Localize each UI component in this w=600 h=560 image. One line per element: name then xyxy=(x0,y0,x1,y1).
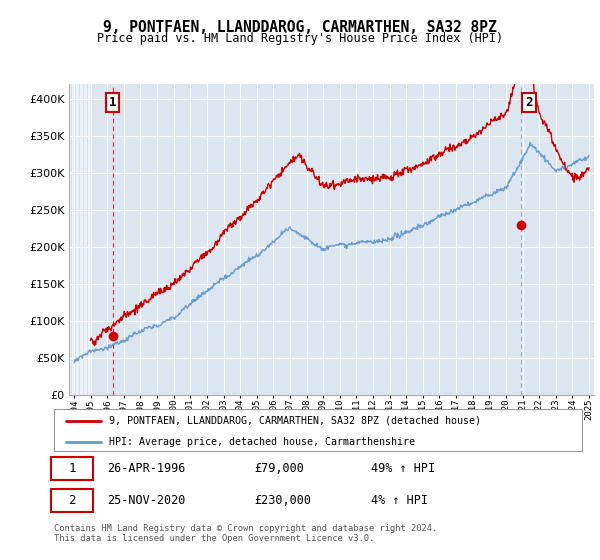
Text: Price paid vs. HM Land Registry's House Price Index (HPI): Price paid vs. HM Land Registry's House … xyxy=(97,32,503,45)
Text: 26-APR-1996: 26-APR-1996 xyxy=(107,462,185,475)
Text: 2: 2 xyxy=(526,96,533,109)
Text: Contains HM Land Registry data © Crown copyright and database right 2024.
This d: Contains HM Land Registry data © Crown c… xyxy=(54,524,437,543)
FancyBboxPatch shape xyxy=(52,489,92,512)
Text: 1: 1 xyxy=(68,462,76,475)
Text: 2: 2 xyxy=(68,494,76,507)
Text: 25-NOV-2020: 25-NOV-2020 xyxy=(107,494,185,507)
Text: 9, PONTFAEN, LLANDDAROG, CARMARTHEN, SA32 8PZ (detached house): 9, PONTFAEN, LLANDDAROG, CARMARTHEN, SA3… xyxy=(109,416,481,426)
Bar xyxy=(69,84,87,395)
Text: £230,000: £230,000 xyxy=(254,494,311,507)
Text: HPI: Average price, detached house, Carmarthenshire: HPI: Average price, detached house, Carm… xyxy=(109,437,415,446)
FancyBboxPatch shape xyxy=(52,456,92,480)
Text: 9, PONTFAEN, LLANDDAROG, CARMARTHEN, SA32 8PZ: 9, PONTFAEN, LLANDDAROG, CARMARTHEN, SA3… xyxy=(103,20,497,35)
Text: 49% ↑ HPI: 49% ↑ HPI xyxy=(371,462,435,475)
FancyBboxPatch shape xyxy=(54,409,582,451)
Text: 4% ↑ HPI: 4% ↑ HPI xyxy=(371,494,428,507)
Text: 1: 1 xyxy=(109,96,116,109)
Text: £79,000: £79,000 xyxy=(254,462,305,475)
